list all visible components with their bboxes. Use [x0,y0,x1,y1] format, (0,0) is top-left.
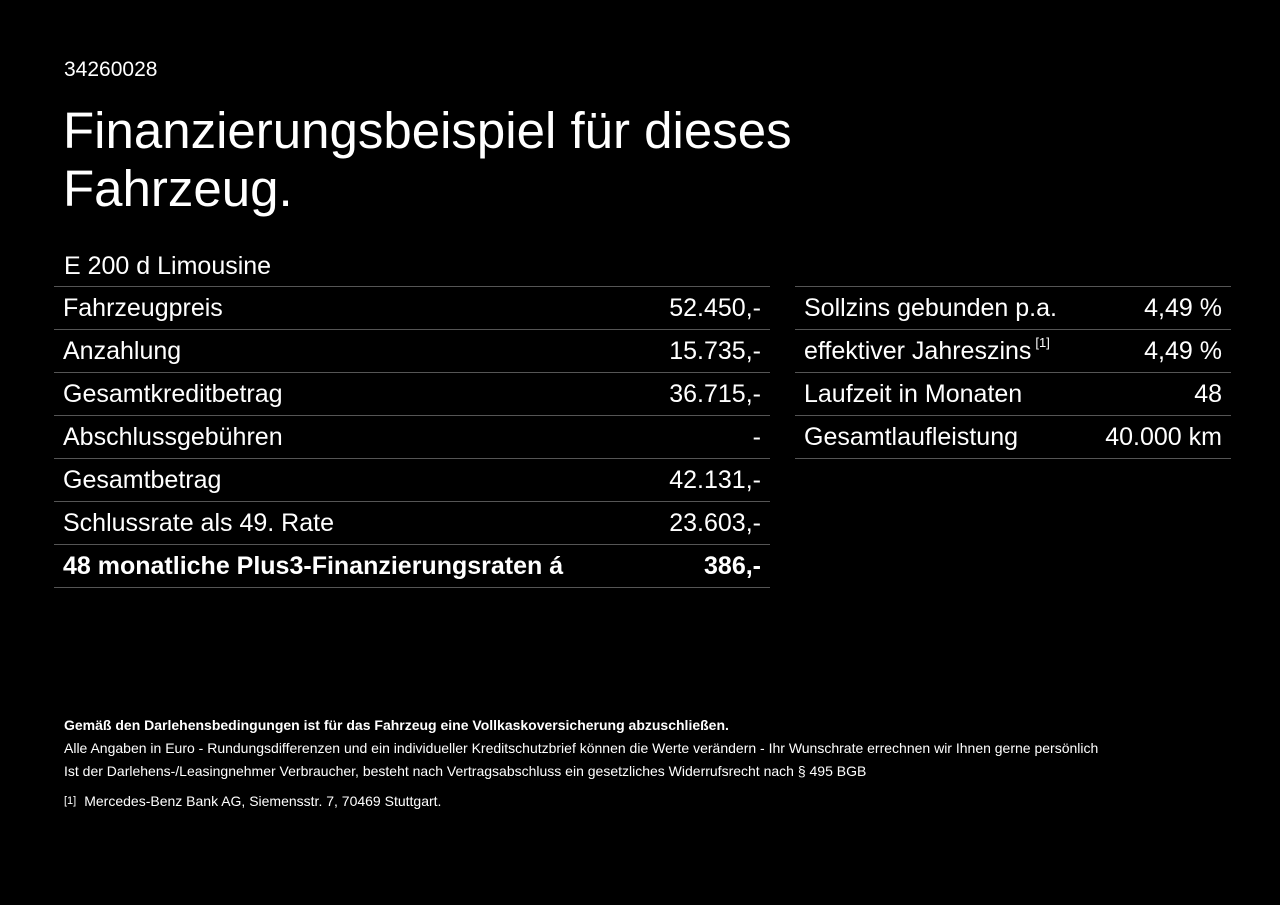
row-value: 386,- [644,544,770,588]
footnote-reference: [1] [1035,334,1050,350]
row-label: Schlussrate als 49. Rate [54,501,645,545]
row-label: Abschlussgebühren [54,415,645,459]
footnote-text: Mercedes-Benz Bank AG, Siemensstr. 7, 70… [84,793,442,809]
withdrawal-note: Ist der Darlehens-/Leasingnehmer Verbrau… [64,763,867,779]
footnote: [1] Mercedes-Benz Bank AG, Siemensstr. 7,… [64,791,441,811]
table-row: Fahrzeugpreis 52.450,- [54,286,770,330]
row-value: 15.735,- [644,329,770,373]
row-label: Gesamtkreditbetrag [54,372,645,416]
row-label: Laufzeit in Monaten [795,372,1087,416]
row-label: Gesamtbetrag [54,458,645,502]
row-value: 42.131,- [644,458,770,502]
row-label: 48 monatliche Plus3-Finanzierungsraten á [54,544,645,588]
offer-reference-number: 34260028 [64,58,158,81]
row-label: Sollzins gebunden p.a. [795,286,1087,330]
footnote-mark: [1] [64,795,77,807]
amounts-note: Alle Angaben in Euro - Rundungsdifferenz… [64,740,1099,756]
table-row: Gesamtkreditbetrag 36.715,- [54,372,770,416]
row-value: 23.603,- [644,501,770,545]
insurance-note: Gemäß den Darlehensbedingungen ist für d… [64,717,729,733]
table-row: Schlussrate als 49. Rate 23.603,- [54,501,770,545]
table-row: Abschlussgebühren - [54,415,770,459]
row-value: 36.715,- [644,372,770,416]
table-row: Anzahlung 15.735,- [54,329,770,373]
row-label-with-reference: effektiver Jahreszins [1] [795,329,1087,373]
financing-values-table: Fahrzeugpreis 52.450,- Anzahlung 15.735,… [54,286,770,588]
table-row: Gesamtlaufleistung 40.000 km [795,415,1231,459]
table-row: Gesamtbetrag 42.131,- [54,458,770,502]
table-row: Sollzins gebunden p.a. 4,49 % [795,286,1231,330]
row-label: Fahrzeugpreis [54,286,645,330]
row-value: 4,49 % [1086,329,1231,373]
row-value: - [644,415,770,459]
interest-terms-table: Sollzins gebunden p.a. 4,49 % effektiver… [795,286,1231,459]
vehicle-model: E 200 d Limousine [64,252,272,280]
row-value: 52.450,- [644,286,770,330]
row-label: effektiver Jahreszins [804,336,1032,365]
table-row: effektiver Jahreszins [1] 4,49 % [795,329,1231,373]
row-value: 4,49 % [1086,286,1231,330]
row-label: Anzahlung [54,329,645,373]
table-row: Laufzeit in Monaten 48 [795,372,1231,416]
row-value: 48 [1086,372,1231,416]
row-value: 40.000 km [1086,415,1231,459]
legal-notes: Gemäß den Darlehensbedingungen ist für d… [64,714,1244,783]
monthly-rate-row: 48 monatliche Plus3-Finanzierungsraten á… [54,544,770,588]
page-title: Finanzierungsbeispiel für dieses Fahrzeu… [63,102,792,217]
row-label: Gesamtlaufleistung [795,415,1087,459]
